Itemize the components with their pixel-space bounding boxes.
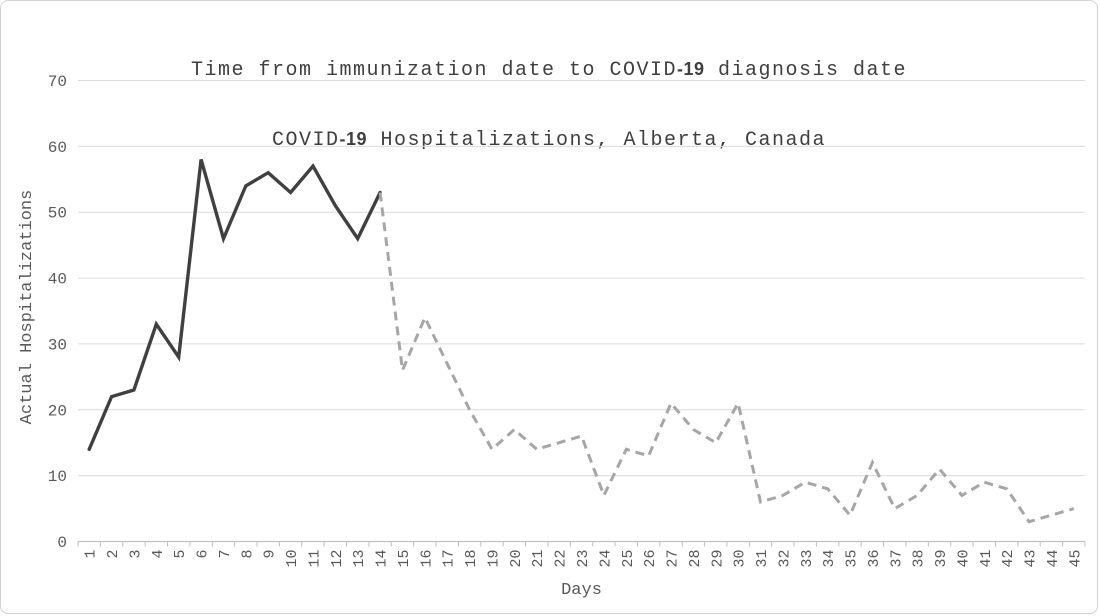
x-tick-label: 34 <box>821 550 838 568</box>
x-tick-label: 41 <box>978 550 995 568</box>
x-tick-label: 20 <box>508 550 525 568</box>
x-tick-label: 15 <box>396 550 413 568</box>
x-tick-label: 2 <box>105 550 122 559</box>
x-tick-label: 38 <box>911 550 928 568</box>
chart-title-line1: Time from immunization date to COVID-19 … <box>1 58 1097 82</box>
x-tick-label: 6 <box>195 550 212 559</box>
x-tick-label: 39 <box>933 550 950 568</box>
series-solid <box>87 159 382 451</box>
x-tick-label: 5 <box>172 550 189 559</box>
y-tick-label: 30 <box>48 336 67 354</box>
x-tick-label: 21 <box>530 550 547 568</box>
x-tick-label: 32 <box>776 550 793 568</box>
x-tick-label: 27 <box>665 550 682 568</box>
x-tick-label: 40 <box>955 550 972 568</box>
x-tick-label: 35 <box>844 550 861 568</box>
x-tick-label: 19 <box>485 550 502 568</box>
y-tick-label: 0 <box>57 534 67 552</box>
x-tick-label: 7 <box>217 550 234 559</box>
x-tick-label: 13 <box>351 550 368 568</box>
x-tick-label: 8 <box>239 550 256 559</box>
y-tick-label: 60 <box>48 139 67 157</box>
x-tick-label: 22 <box>553 550 570 568</box>
x-tick-label: 14 <box>374 550 391 568</box>
x-tick-label: 25 <box>620 550 637 568</box>
x-tick-label: 10 <box>284 550 301 568</box>
y-tick-label: 10 <box>48 468 67 486</box>
x-tick-label: 11 <box>306 550 323 568</box>
x-axis-title: Days <box>561 581 602 600</box>
y-axis-title: Actual Hospitalizations <box>18 190 37 425</box>
x-tick-label: 17 <box>441 550 458 568</box>
x-tick-label: 44 <box>1045 550 1062 568</box>
x-tick-label: 3 <box>127 550 144 559</box>
x-tick-label: 42 <box>1000 549 1017 567</box>
x-tick-label: 23 <box>575 550 592 568</box>
x-tick-label: 9 <box>262 550 279 559</box>
x-tick-label: 1 <box>83 550 100 559</box>
y-tick-label: 20 <box>48 402 67 420</box>
x-tick-label: 43 <box>1023 550 1040 568</box>
title-covid19: -19 <box>339 129 367 149</box>
x-tick-label: 31 <box>754 550 771 568</box>
x-tick-label: 12 <box>329 550 346 568</box>
x-tick-label: 24 <box>597 550 614 568</box>
y-tick-label: 50 <box>48 205 67 223</box>
y-tick-label: 40 <box>48 271 67 289</box>
x-tick-label: 16 <box>418 550 435 568</box>
x-tick-label: 28 <box>687 550 704 568</box>
x-tick-label: 37 <box>888 550 905 568</box>
x-tick-label: 33 <box>799 550 816 568</box>
title-text: Time from immunization date to COVID <box>190 59 678 82</box>
title-text: diagnosis date <box>704 59 908 82</box>
title-covid19: -19 <box>677 59 705 79</box>
x-tick-label: 30 <box>732 550 749 568</box>
series-dashed <box>378 192 1075 524</box>
x-tick-label: 29 <box>709 550 726 568</box>
x-tick-label: 18 <box>463 550 480 568</box>
x-tick-label: 45 <box>1067 550 1084 568</box>
x-tick-label: 4 <box>150 550 167 559</box>
x-tick-label: 26 <box>642 550 659 568</box>
y-tick-label: 70 <box>48 73 67 91</box>
x-tick-label: 36 <box>866 550 883 568</box>
